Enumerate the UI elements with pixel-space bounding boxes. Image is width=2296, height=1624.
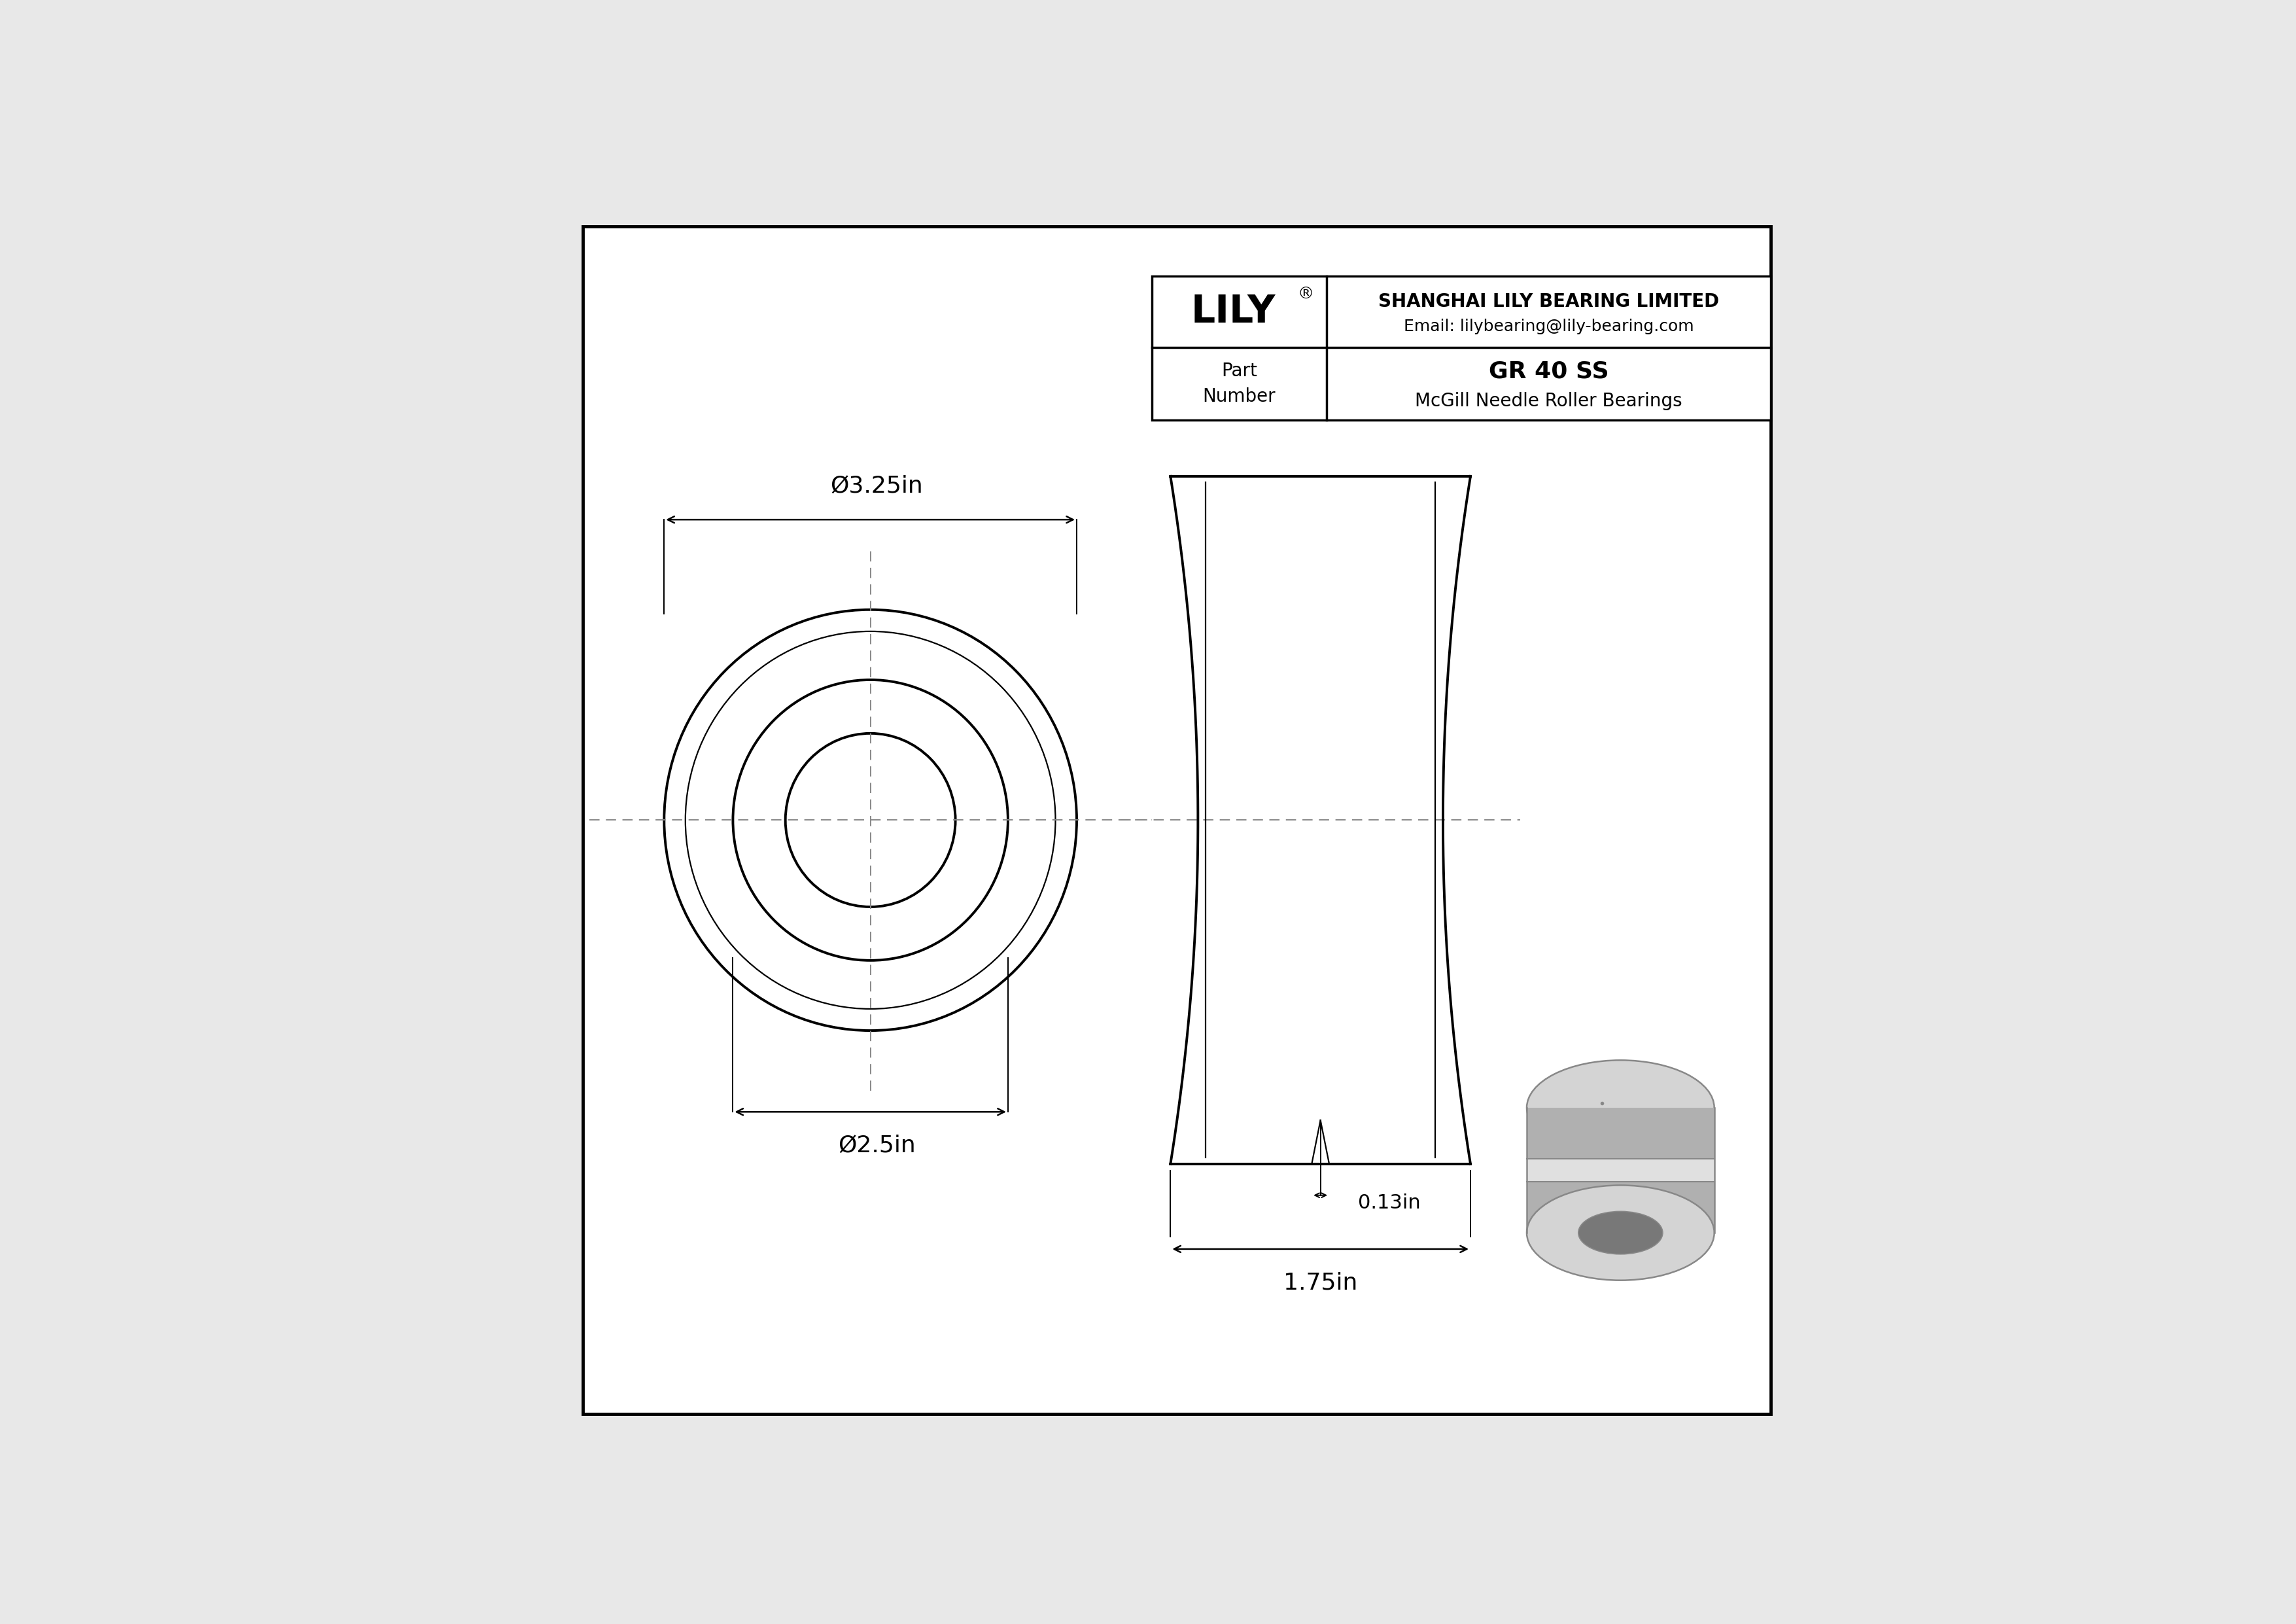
Text: Part
Number: Part Number — [1203, 362, 1277, 406]
Bar — [1153, 276, 1770, 421]
Text: Ø3.25in: Ø3.25in — [831, 474, 923, 497]
Ellipse shape — [785, 734, 955, 906]
Text: 0.13in: 0.13in — [1357, 1194, 1421, 1212]
Text: McGill Needle Roller Bearings: McGill Needle Roller Bearings — [1414, 391, 1683, 411]
Ellipse shape — [732, 680, 1008, 960]
Text: 1.75in: 1.75in — [1283, 1272, 1357, 1294]
Text: SHANGHAI LILY BEARING LIMITED: SHANGHAI LILY BEARING LIMITED — [1378, 292, 1720, 310]
Text: Email: lilybearing@lily-bearing.com: Email: lilybearing@lily-bearing.com — [1403, 318, 1694, 335]
Ellipse shape — [664, 609, 1077, 1031]
Ellipse shape — [1527, 1060, 1715, 1155]
Text: LILY: LILY — [1192, 294, 1274, 330]
Ellipse shape — [1527, 1186, 1715, 1280]
Ellipse shape — [1577, 1212, 1662, 1254]
Polygon shape — [1527, 1160, 1715, 1182]
Text: Ø2.5in: Ø2.5in — [838, 1135, 916, 1156]
Ellipse shape — [687, 632, 1056, 1009]
Text: GR 40 SS: GR 40 SS — [1488, 361, 1609, 382]
Polygon shape — [1527, 1108, 1715, 1233]
Text: ®: ® — [1297, 286, 1313, 302]
